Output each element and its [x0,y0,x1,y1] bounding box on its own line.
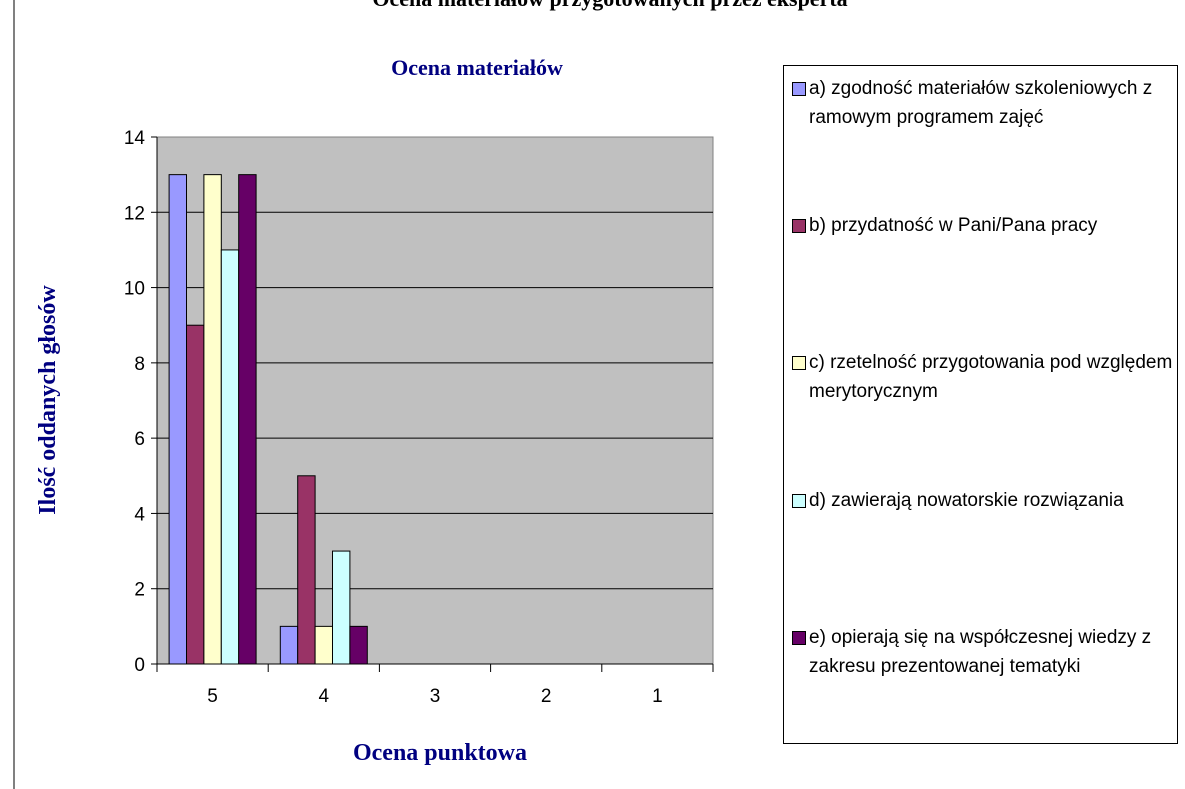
bar [332,550,351,665]
bar [220,249,240,665]
chart-title: Ocena materiałów [391,55,563,80]
legend-item: c) rzetelność przygotowania pod względem… [792,348,1177,406]
legend-label: b) przydatność w Pani/Pana pracy [809,215,1098,236]
y-tick-label: 4 [134,504,145,525]
x-tick-label: 5 [207,686,218,707]
legend-item: a) zgodność materiałów szkoleniowych z r… [792,74,1177,132]
bar [297,475,316,665]
legend: a) zgodność materiałów szkoleniowych z r… [783,65,1178,744]
legend-swatch [792,494,806,508]
legend-swatch [792,82,806,96]
y-tick-label: 12 [124,203,145,224]
legend-item: b) przydatność w Pani/Pana pracy [792,211,1177,240]
x-tick-label: 3 [430,686,441,707]
bar [203,174,222,665]
y-tick-label: 2 [134,580,145,601]
x-tick-label: 2 [541,686,552,707]
legend-label: c) rzetelność przygotowania pod względem… [809,352,1173,402]
y-tick-label: 6 [134,429,145,450]
legend-swatch [792,219,806,233]
legend-swatch [792,356,806,370]
legend-item: e) opierają się na współczesnej wiedzy z… [792,623,1177,681]
header: Ocena materiałów przygotowanych przez ek… [372,0,847,11]
y-tick-label: 14 [124,128,146,149]
legend-label: a) zgodność materiałów szkoleniowych z r… [809,78,1153,128]
bar [238,174,257,665]
y-tick-label: 0 [134,655,145,676]
bar [168,174,188,665]
y-axis-label: Ilość oddanych głosów [35,285,61,515]
x-axis-label: Ocena punktowa [353,740,527,766]
legend-label: d) zawierają nowatorskie rozwiązania [809,490,1124,511]
x-tick-label: 4 [319,686,330,707]
bar [349,625,368,665]
legend-label: e) opierają się na współczesnej wiedzy z… [809,627,1152,677]
x-tick-label: 1 [652,686,663,707]
bar [314,625,334,665]
y-tick-label: 8 [134,354,145,375]
bar [186,324,205,665]
y-tick-label: 10 [124,279,145,300]
legend-swatch [792,631,806,645]
bar [279,625,299,665]
legend-item: d) zawierają nowatorskie rozwiązania [792,486,1177,515]
